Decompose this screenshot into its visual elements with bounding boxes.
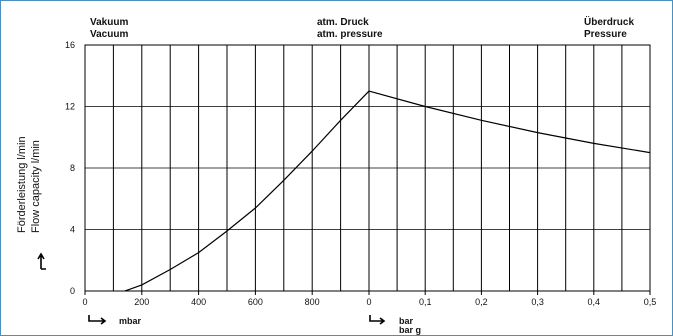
x-tick-label-pressure: 0,3 [531, 297, 544, 307]
region-label-pressure-en: Pressure [584, 29, 627, 40]
arrow-up-icon [37, 252, 46, 270]
x-tick-label-vacuum: 200 [134, 297, 149, 307]
region-label-atm-en: atm. pressure [317, 29, 383, 40]
region-label-vacuum-en: Vacuum [90, 29, 128, 40]
arrow-right-icon [369, 315, 386, 325]
grid-lines [85, 45, 650, 291]
x-tick-label-vacuum: 0 [82, 297, 87, 307]
region-label-atm-de: atm. Druck [317, 17, 369, 28]
x-tick-label-pressure: 0,2 [475, 297, 488, 307]
region-label-pressure-de: Überdruck [584, 15, 634, 28]
unit-label-mbar: mbar [119, 316, 142, 326]
x-tick-label-pressure: 0,4 [588, 297, 601, 307]
curve-pressure-segment [368, 90, 651, 154]
y-axis-label-de: Förderleistung l/min [16, 136, 28, 233]
unit-label-bar-g: bar g [399, 325, 421, 335]
y-tick-label: 16 [65, 40, 75, 50]
x-tick-label-vacuum: 600 [248, 297, 263, 307]
y-tick-label: 8 [70, 163, 75, 173]
y-tick-label: 0 [70, 286, 75, 296]
region-label-vacuum-de: Vakuum [90, 17, 128, 28]
y-axis-label-en: Flow capacity l/min [30, 140, 42, 233]
x-tick-label-vacuum: 800 [305, 297, 320, 307]
x-tick-label-pressure: 0 [366, 297, 371, 307]
x-tick-label-pressure: 0,1 [419, 297, 432, 307]
x-tick-label-vacuum: 400 [191, 297, 206, 307]
curve-vacuum-segment [124, 90, 370, 292]
x-tick-label-pressure: 0,5 [644, 297, 657, 307]
y-tick-label: 12 [65, 102, 75, 112]
arrow-right-icon [88, 315, 107, 325]
unit-label-bar: bar [399, 316, 414, 326]
ticks-layer: 0 4 8 12 16 0 200 400 600 800 0 0,1 0,2 0,3 0,4 0,5 [65, 40, 656, 307]
y-tick-label: 4 [70, 225, 75, 235]
y-axis-label: Förderleistung l/min Flow capacity l/min [16, 136, 42, 233]
